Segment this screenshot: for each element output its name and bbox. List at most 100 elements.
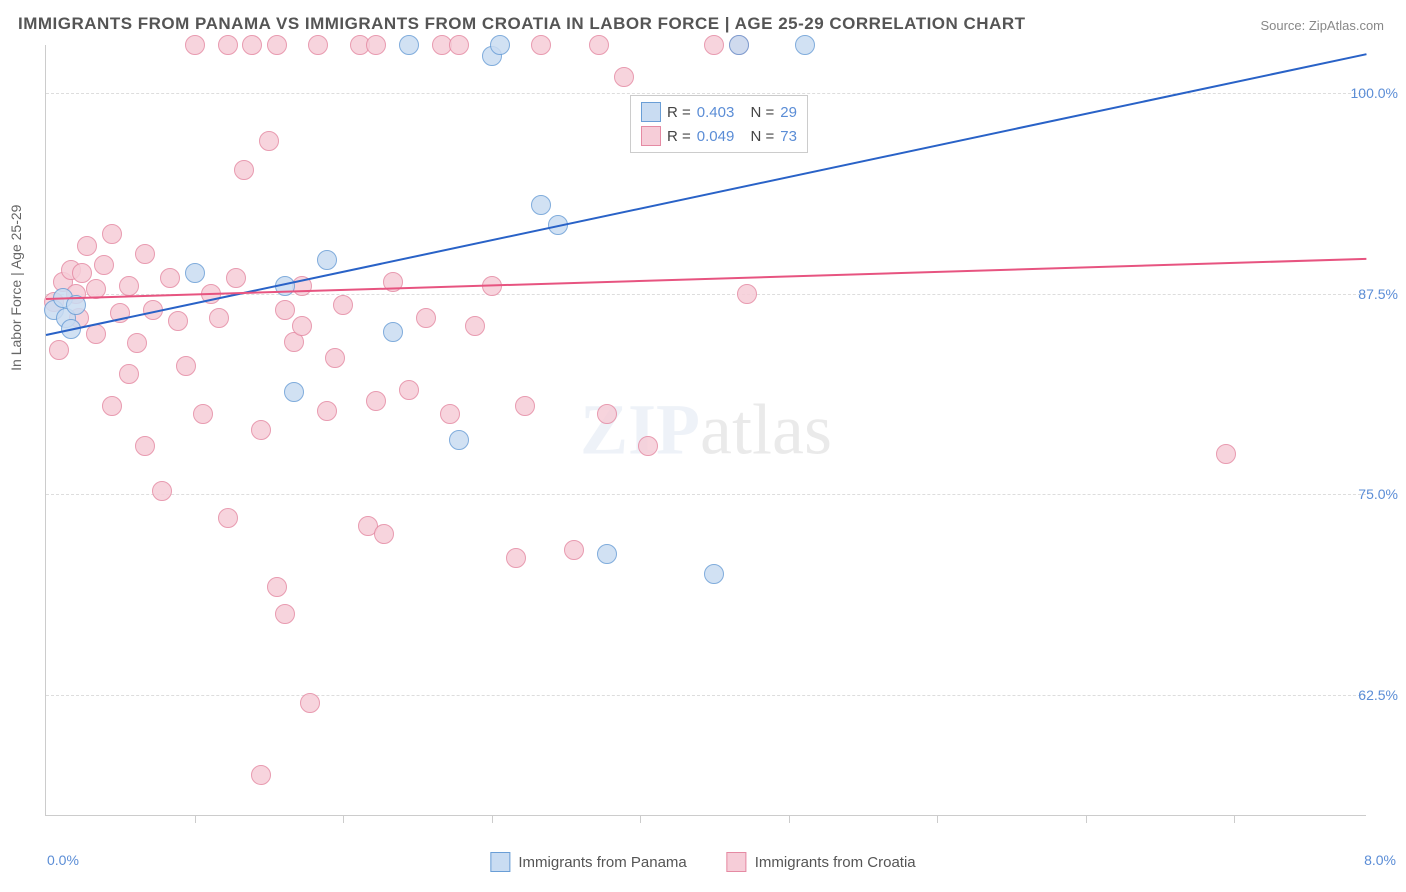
data-point xyxy=(160,268,180,288)
chart-title: IMMIGRANTS FROM PANAMA VS IMMIGRANTS FRO… xyxy=(18,14,1026,34)
x-tick xyxy=(1086,815,1087,823)
data-point xyxy=(102,396,122,416)
data-point xyxy=(449,430,469,450)
data-point xyxy=(597,544,617,564)
data-point xyxy=(152,481,172,501)
legend-label-croatia: Immigrants from Croatia xyxy=(755,854,916,871)
data-point xyxy=(449,35,469,55)
data-point xyxy=(638,436,658,456)
data-point xyxy=(704,35,724,55)
data-point xyxy=(127,333,147,353)
data-point xyxy=(490,35,510,55)
data-point xyxy=(185,35,205,55)
plot-area: ZIPatlas R = 0.403 N = 29 R = 0.049 N = … xyxy=(45,45,1366,816)
legend-item-croatia: Immigrants from Croatia xyxy=(727,852,916,872)
x-tick xyxy=(492,815,493,823)
data-point xyxy=(251,420,271,440)
legend-item-panama: Immigrants from Panama xyxy=(490,852,686,872)
n-label: N = xyxy=(750,128,774,145)
grid-line xyxy=(46,93,1366,94)
x-tick-max: 8.0% xyxy=(1364,852,1396,868)
x-tick xyxy=(1234,815,1235,823)
r-label: R = xyxy=(667,128,691,145)
legend-label-panama: Immigrants from Panama xyxy=(518,854,686,871)
n-label: N = xyxy=(750,104,774,121)
data-point xyxy=(267,577,287,597)
x-tick xyxy=(640,815,641,823)
data-point xyxy=(176,356,196,376)
n-value-croatia: 73 xyxy=(780,128,797,145)
r-value-panama: 0.403 xyxy=(697,104,735,121)
x-tick xyxy=(343,815,344,823)
source-attribution: Source: ZipAtlas.com xyxy=(1260,18,1384,33)
data-point xyxy=(267,35,287,55)
watermark-atlas: atlas xyxy=(700,390,832,470)
data-point xyxy=(614,67,634,87)
r-label: R = xyxy=(667,104,691,121)
data-point xyxy=(119,276,139,296)
data-point xyxy=(77,236,97,256)
data-point xyxy=(251,765,271,785)
data-point xyxy=(383,322,403,342)
data-point xyxy=(465,316,485,336)
data-point xyxy=(218,35,238,55)
y-axis-label: In Labor Force | Age 25-29 xyxy=(8,205,24,371)
data-point xyxy=(185,263,205,283)
data-point xyxy=(49,340,69,360)
data-point xyxy=(506,548,526,568)
data-point xyxy=(333,295,353,315)
n-value-panama: 29 xyxy=(780,104,797,121)
data-point xyxy=(515,396,535,416)
correlation-legend: R = 0.403 N = 29 R = 0.049 N = 73 xyxy=(630,95,808,153)
data-point xyxy=(94,255,114,275)
data-point xyxy=(102,224,122,244)
data-point xyxy=(193,404,213,424)
series-legend: Immigrants from Panama Immigrants from C… xyxy=(490,852,915,872)
grid-line xyxy=(46,695,1366,696)
legend-swatch-panama-bottom xyxy=(490,852,510,872)
legend-swatch-panama xyxy=(641,102,661,122)
data-point xyxy=(366,35,386,55)
data-point xyxy=(317,250,337,270)
watermark: ZIPatlas xyxy=(580,389,832,472)
data-point xyxy=(729,35,749,55)
data-point xyxy=(399,35,419,55)
data-point xyxy=(135,436,155,456)
legend-swatch-croatia xyxy=(641,126,661,146)
data-point xyxy=(399,380,419,400)
data-point xyxy=(1216,444,1236,464)
data-point xyxy=(308,35,328,55)
y-tick-label: 87.5% xyxy=(1358,286,1398,302)
data-point xyxy=(589,35,609,55)
grid-line xyxy=(46,494,1366,495)
data-point xyxy=(564,540,584,560)
data-point xyxy=(292,316,312,336)
x-tick xyxy=(937,815,938,823)
data-point xyxy=(275,604,295,624)
x-tick-min: 0.0% xyxy=(47,852,79,868)
data-point xyxy=(531,195,551,215)
y-tick-label: 100.0% xyxy=(1351,85,1398,101)
legend-swatch-croatia-bottom xyxy=(727,852,747,872)
data-point xyxy=(242,35,262,55)
data-point xyxy=(300,693,320,713)
data-point xyxy=(119,364,139,384)
data-point xyxy=(209,308,229,328)
data-point xyxy=(374,524,394,544)
data-point xyxy=(284,382,304,402)
x-tick xyxy=(789,815,790,823)
data-point xyxy=(226,268,246,288)
chart-container: IMMIGRANTS FROM PANAMA VS IMMIGRANTS FRO… xyxy=(0,0,1406,892)
data-point xyxy=(317,401,337,421)
legend-row-panama: R = 0.403 N = 29 xyxy=(641,100,797,124)
watermark-zip: ZIP xyxy=(580,390,700,470)
data-point xyxy=(795,35,815,55)
y-tick-label: 75.0% xyxy=(1358,486,1398,502)
data-point xyxy=(416,308,436,328)
data-point xyxy=(366,391,386,411)
data-point xyxy=(531,35,551,55)
legend-row-croatia: R = 0.049 N = 73 xyxy=(641,124,797,148)
data-point xyxy=(135,244,155,264)
data-point xyxy=(325,348,345,368)
data-point xyxy=(234,160,254,180)
